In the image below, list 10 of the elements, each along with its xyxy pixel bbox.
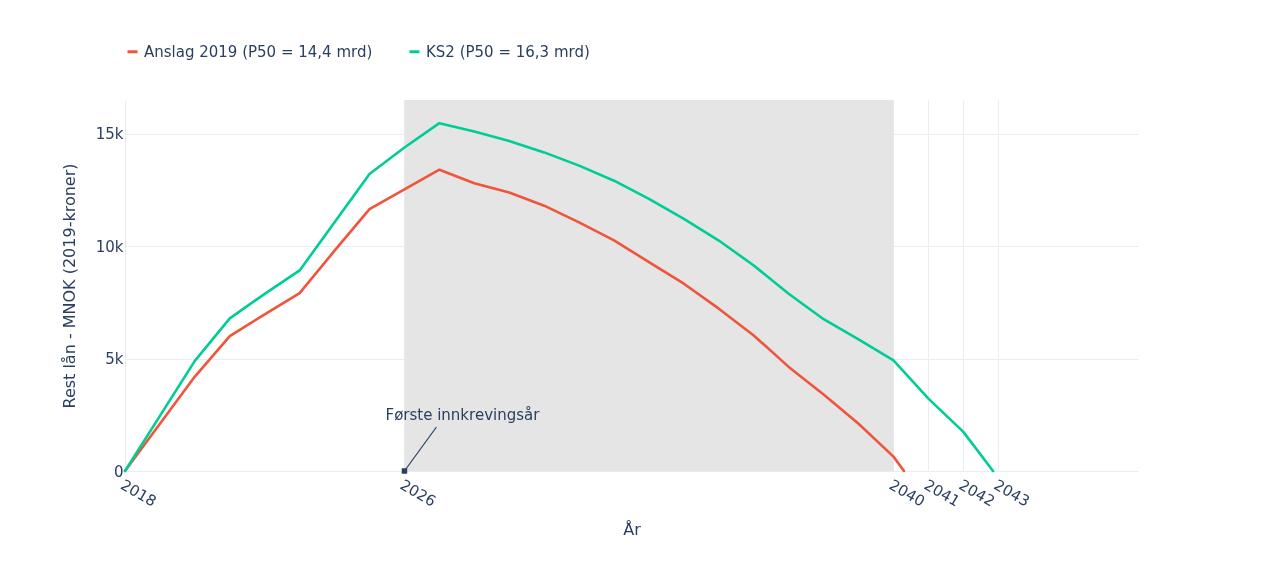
y-tick-label: 10k — [95, 237, 124, 256]
y-tick-label: 5k — [105, 350, 124, 369]
y-tick-label: 0 — [113, 462, 124, 481]
annotation: Første innkrevingsår — [385, 406, 541, 424]
line-series — [123, 121, 995, 473]
y-tick-label: 15k — [95, 125, 124, 144]
legend-label: Anslag 2019 (P50 = 14,4 mrd) — [144, 42, 373, 61]
legend-label: KS2 (P50 = 16,3 mrd) — [426, 42, 590, 61]
x-axis-title: År — [623, 519, 642, 539]
y-axis-title: Rest lån - MNOK (2019-kroner) — [59, 163, 79, 409]
